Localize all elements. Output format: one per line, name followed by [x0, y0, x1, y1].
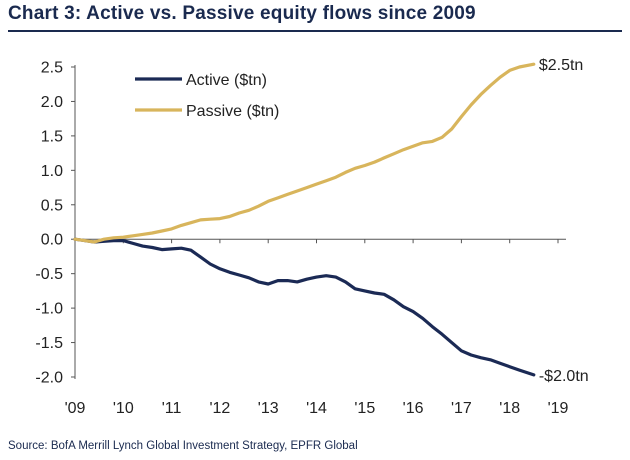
x-tick-label: '10 [113, 400, 134, 417]
chart-legend: Active ($tn) Passive ($tn) [135, 72, 279, 120]
y-tick-label: 1.0 [41, 163, 63, 180]
end-value-label: -$2.0tn [539, 368, 589, 385]
y-tick-label: -1.5 [35, 335, 63, 352]
legend-label: Active ($tn) [186, 72, 267, 89]
x-tick-label: '16 [403, 400, 424, 417]
chart-series-layer [73, 62, 536, 377]
x-tick-label: '13 [258, 400, 279, 417]
y-tick-label: -1.0 [35, 301, 63, 318]
end-value-label: $2.5tn [539, 57, 583, 74]
chart-axes: 2.5 2.0 1.5 1.0 0.5 0.0 -0.5 -1.0 -1.5 -2.0'09 '10… [35, 60, 568, 418]
series-line-active [73, 237, 536, 377]
chart-title: Chart 3: Active vs. Passive equity flows… [8, 3, 476, 24]
x-tick-label: '09 [65, 400, 86, 417]
source-note: Source: BofA Merrill Lynch Global Invest… [8, 440, 358, 452]
y-tick-label: 1.5 [41, 128, 63, 145]
y-tick-label: 2.5 [41, 60, 63, 77]
chart-plot-area: 2.5 2.0 1.5 1.0 0.5 0.0 -0.5 -1.0 -1.5 -2.0'09 '10… [35, 57, 589, 418]
x-tick-label: '11 [162, 400, 182, 417]
x-tick-label: '18 [499, 400, 520, 417]
x-tick-label: '17 [451, 400, 472, 417]
x-tick-label: '15 [354, 400, 375, 417]
legend-label: Passive ($tn) [186, 103, 279, 120]
chart-annotations: $2.5tn -$2.0tn [539, 57, 589, 385]
y-tick-label: -2.0 [35, 370, 63, 387]
series-line-passive [73, 62, 536, 244]
x-tick-label: '19 [548, 400, 569, 417]
y-tick-label: 2.0 [41, 94, 63, 111]
y-tick-label: 0.5 [41, 197, 63, 214]
x-tick-label: '12 [209, 400, 230, 417]
x-tick-label: '14 [306, 400, 327, 417]
title-underline [8, 30, 622, 32]
y-tick-label: -0.5 [35, 266, 63, 283]
y-tick-label: 0.0 [41, 232, 63, 249]
